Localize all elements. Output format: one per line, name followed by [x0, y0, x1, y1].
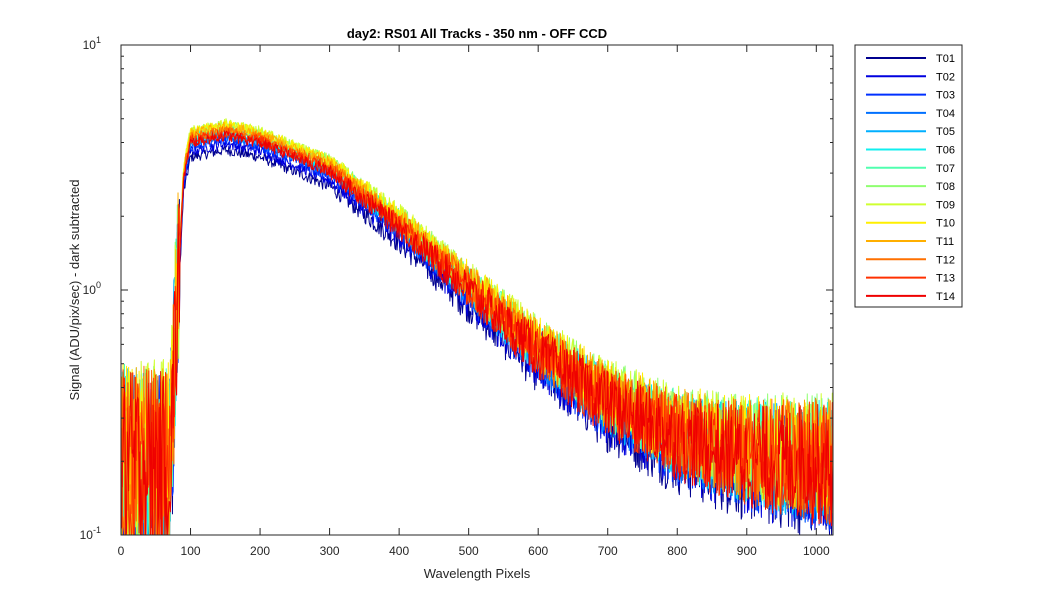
- legend-label-t13: T13: [936, 273, 955, 285]
- x-tick-label: 900: [737, 544, 757, 558]
- series-layer: [121, 118, 833, 535]
- x-tick-label: 500: [459, 544, 479, 558]
- x-tick-label: 1000: [803, 544, 830, 558]
- y-axis-title: Signal (ADU/pix/sec) - dark subtracted: [67, 179, 82, 400]
- legend: T01 T02 T03 T04 T05 T06 T07 T08 T09 T10 T11 T12 T13 T…: [854, 44, 963, 308]
- legend-label-t14: T14: [936, 291, 955, 303]
- x-tick-label: 300: [320, 544, 340, 558]
- y-tick-base: 10: [83, 283, 97, 297]
- legend-label-t06: T06: [936, 145, 955, 157]
- x-tick-label: 800: [667, 544, 687, 558]
- legend-label-t11: T11: [936, 236, 954, 248]
- y-tick-base: 10: [83, 38, 97, 52]
- y-tick-base: 10: [80, 528, 94, 542]
- series-line-t14: [121, 130, 833, 535]
- x-tick-label: 400: [389, 544, 409, 558]
- legend-label-t02: T02: [936, 71, 955, 83]
- legend-label-t03: T03: [936, 90, 955, 102]
- legend-label-t01: T01: [936, 53, 955, 65]
- x-tick-label: 0: [118, 544, 125, 558]
- legend-label-t07: T07: [936, 163, 955, 175]
- legend-box: [854, 44, 963, 308]
- legend-label-t05: T05: [936, 126, 955, 138]
- y-tick-exponent: -1: [93, 525, 101, 535]
- legend-label-t04: T04: [936, 108, 955, 120]
- y-tick-label: 10-1: [80, 525, 101, 542]
- legend-label-t08: T08: [936, 181, 955, 193]
- y-tick-exponent: 1: [96, 35, 101, 45]
- x-tick-label: 700: [598, 544, 618, 558]
- x-tick-label: 600: [528, 544, 548, 558]
- legend-label-t12: T12: [936, 254, 955, 266]
- series-line-t11: [121, 121, 833, 535]
- y-tick-label: 101: [83, 35, 101, 52]
- y-tick-label: 100: [83, 280, 101, 297]
- x-axis-title: Wavelength Pixels: [424, 566, 531, 581]
- x-tick-label: 200: [250, 544, 270, 558]
- chart-title: day2: RS01 All Tracks - 350 nm - OFF CCD: [347, 26, 607, 41]
- legend-label-t09: T09: [936, 199, 955, 211]
- legend-label-t10: T10: [936, 218, 955, 230]
- x-tick-label: 100: [181, 544, 201, 558]
- ticks-layer: 0 100 200 300 400 500 600 700 800 900 100010-11001…: [80, 35, 833, 558]
- y-tick-exponent: 0: [96, 280, 101, 290]
